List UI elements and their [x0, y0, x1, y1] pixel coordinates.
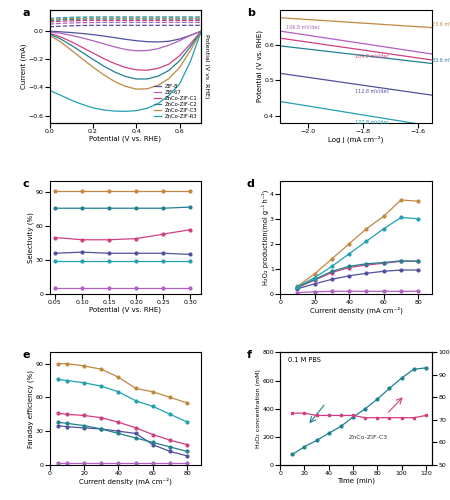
- X-axis label: Time (min): Time (min): [337, 478, 375, 484]
- Y-axis label: Potential (V vs. RHE): Potential (V vs. RHE): [256, 30, 263, 102]
- Text: 106.8 mV/dec: 106.8 mV/dec: [286, 24, 320, 29]
- Text: 127.8 mV/dec: 127.8 mV/dec: [355, 120, 389, 124]
- Y-axis label: Potential (V vs. RHE): Potential (V vs. RHE): [204, 34, 209, 98]
- Text: 73.6 mV/dec: 73.6 mV/dec: [432, 22, 450, 26]
- Text: f: f: [247, 350, 252, 360]
- Y-axis label: H₂O₂ production(mol g⁻¹ h⁻¹): H₂O₂ production(mol g⁻¹ h⁻¹): [261, 190, 269, 285]
- X-axis label: Potential (V vs. RHE): Potential (V vs. RHE): [90, 306, 162, 313]
- X-axis label: Potential (V vs. RHE): Potential (V vs. RHE): [90, 136, 162, 142]
- Y-axis label: H₂O₂ concentration (mM): H₂O₂ concentration (mM): [256, 370, 261, 448]
- Text: a: a: [22, 8, 30, 18]
- Text: d: d: [247, 179, 255, 189]
- Text: 83.6 mV/dec: 83.6 mV/dec: [432, 58, 450, 63]
- X-axis label: Current density (mA cm⁻²): Current density (mA cm⁻²): [310, 306, 403, 314]
- Text: 112.8 mV/dec: 112.8 mV/dec: [355, 89, 389, 94]
- Text: c: c: [22, 179, 29, 189]
- Legend: ZIF-8, ZIF-67, ZnCo-ZIF-C1, ZnCo-ZIF-C2, ZnCo-ZIF-C3, ZnCo-ZIF-R3: ZIF-8, ZIF-67, ZnCo-ZIF-C1, ZnCo-ZIF-C2,…: [153, 82, 198, 120]
- Y-axis label: Selectivity (%): Selectivity (%): [27, 212, 34, 263]
- Y-axis label: Faraday efficiency (%): Faraday efficiency (%): [27, 370, 34, 448]
- Text: e: e: [22, 350, 30, 360]
- Y-axis label: Current (mA): Current (mA): [20, 44, 27, 89]
- X-axis label: Current density (mA cm⁻²): Current density (mA cm⁻²): [79, 478, 172, 485]
- Text: b: b: [247, 8, 255, 18]
- Text: ZnCo-ZIF-C3: ZnCo-ZIF-C3: [348, 435, 388, 440]
- Text: 104.9 mV/dec: 104.9 mV/dec: [355, 54, 389, 59]
- X-axis label: Log j (mA cm⁻²): Log j (mA cm⁻²): [328, 136, 384, 143]
- Text: 0.1 M PBS: 0.1 M PBS: [288, 357, 321, 363]
